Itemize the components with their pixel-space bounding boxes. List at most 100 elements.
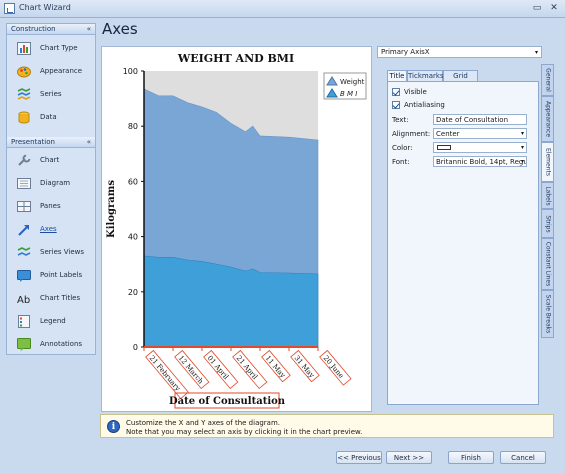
- y-tick-label: 60: [128, 177, 138, 186]
- cancel-button[interactable]: Cancel: [500, 451, 546, 464]
- x-axis-title-selection: [174, 392, 280, 409]
- side-tab-label: Elements: [544, 148, 551, 176]
- y-axis-title[interactable]: Kilograms: [106, 180, 117, 238]
- chart-type-icon: [17, 42, 31, 55]
- nav-series[interactable]: Series: [7, 83, 95, 106]
- chart-title[interactable]: WEIGHT AND BMI: [177, 52, 294, 65]
- annotations-icon: [17, 338, 31, 351]
- side-tab-general[interactable]: General: [541, 64, 554, 96]
- chart-wizard-icon: [4, 3, 15, 14]
- wizard-navigation: Construction « Chart Type Appearance Ser…: [6, 23, 96, 355]
- side-tab-labels[interactable]: Labels: [541, 182, 554, 209]
- collapse-icon[interactable]: «: [86, 138, 91, 146]
- collapse-icon[interactable]: «: [86, 25, 91, 33]
- x-tick-label: 31 May: [290, 349, 320, 383]
- nav-label: Axes: [40, 225, 57, 233]
- side-tab-label: Labels: [544, 185, 551, 206]
- x-tick-label: 20 June: [319, 349, 352, 386]
- side-tab-label: Scale Breaks: [544, 294, 551, 334]
- x-tick-label-frame: [319, 349, 352, 386]
- x-tick-label-text: 12 March: [177, 354, 205, 386]
- page-title: Axes: [102, 20, 138, 38]
- text-field-value: Date of Consultation: [436, 116, 509, 124]
- axis-selector[interactable]: Primary AxisX ▾: [377, 46, 542, 58]
- color-swatch: [437, 145, 451, 150]
- nav-diagram[interactable]: Diagram: [7, 172, 95, 195]
- x-axis-title[interactable]: Date of Consultation: [169, 396, 286, 407]
- nav-chart-titles[interactable]: Ab Chart Titles: [7, 287, 95, 310]
- presentation-group-label: Presentation: [11, 138, 55, 146]
- bmi-area[interactable]: [143, 255, 319, 348]
- nav-point-labels[interactable]: Point Labels: [7, 264, 95, 287]
- nav-annotations[interactable]: Annotations: [7, 333, 95, 356]
- title-properties: Visible Antialiasing Text: Date of Consu…: [387, 81, 539, 405]
- previous-button[interactable]: << Previous: [336, 451, 382, 464]
- x-tick-label: 11 May: [261, 349, 291, 383]
- color-select[interactable]: ▾: [433, 142, 527, 153]
- chevron-down-icon: ▾: [520, 144, 524, 151]
- x-tick-label-frame: [203, 349, 239, 390]
- side-tab-scale-breaks[interactable]: Scale Breaks: [541, 290, 554, 338]
- visible-checkbox[interactable]: [392, 88, 400, 96]
- nav-legend[interactable]: Legend: [7, 310, 95, 333]
- nav-label: Annotations: [40, 340, 83, 348]
- window-title: Chart Wizard: [19, 3, 71, 12]
- finish-button[interactable]: Finish: [448, 451, 494, 464]
- side-tab-strips[interactable]: Strips: [541, 209, 554, 238]
- alignment-label: Alignment:: [392, 130, 431, 138]
- nav-data[interactable]: Data: [7, 106, 95, 129]
- chevron-down-icon: ▾: [520, 158, 524, 165]
- font-label: Font:: [392, 158, 410, 166]
- text-label: Text:: [392, 116, 409, 124]
- alignment-value: Center: [436, 130, 460, 138]
- side-tab-appearance[interactable]: Appearance: [541, 96, 554, 142]
- axes-icon: [18, 225, 29, 236]
- nav-appearance[interactable]: Appearance: [7, 60, 95, 83]
- side-tab-label: Appearance: [544, 100, 551, 138]
- visible-label: Visible: [404, 88, 427, 96]
- construction-group-header[interactable]: Construction «: [7, 24, 95, 35]
- text-field[interactable]: Date of Consultation: [433, 114, 527, 125]
- nav-panes[interactable]: Panes: [7, 195, 95, 218]
- tab-title[interactable]: Title: [387, 70, 407, 82]
- series-views-icon: [17, 247, 31, 256]
- nav-label: Chart Titles: [40, 294, 81, 302]
- x-tick-label-frame: [232, 349, 268, 390]
- chart-legend[interactable]: Weight B M I: [323, 72, 367, 100]
- antialiasing-checkbox[interactable]: [392, 101, 400, 109]
- tab-tickmarks[interactable]: Tickmarks: [407, 70, 444, 82]
- series-icon: [17, 88, 31, 100]
- window-titlebar: Chart Wizard ▭ ✕: [0, 0, 565, 18]
- axis-selector-value: Primary AxisX: [381, 48, 430, 56]
- font-select[interactable]: Britannic Bold, 14pt, Regular ▾: [433, 156, 527, 167]
- y-tick-label: 80: [128, 122, 138, 131]
- side-tab-label: Strips: [544, 214, 551, 233]
- point-labels-icon: [17, 270, 31, 282]
- appearance-icon: [17, 66, 31, 78]
- chevron-down-icon: ▾: [520, 130, 524, 137]
- legend-icon: [18, 315, 30, 328]
- presentation-group-header[interactable]: Presentation «: [7, 137, 95, 148]
- antialiasing-label: Antialiasing: [404, 101, 445, 109]
- x-tick-label: 01 April: [203, 349, 239, 390]
- panes-icon: [17, 201, 31, 212]
- next-button[interactable]: Next >>: [386, 451, 432, 464]
- legend-weight-label: Weight: [340, 78, 365, 86]
- side-tab-constant-lines[interactable]: Constant Lines: [541, 238, 554, 290]
- font-value: Britannic Bold, 14pt, Regular: [436, 158, 527, 166]
- y-tick-label: 100: [123, 67, 138, 76]
- nav-label: Chart Type: [40, 44, 78, 52]
- nav-chart-type[interactable]: Chart Type: [7, 37, 95, 60]
- chart-preview[interactable]: WEIGHT AND BMI 0 20 40 60 80 100 21 February 1…: [101, 46, 372, 412]
- close-button[interactable]: ✕: [550, 3, 558, 13]
- side-tab-elements[interactable]: Elements: [541, 142, 554, 182]
- x-tick-label-frame: [174, 349, 210, 390]
- alignment-select[interactable]: Center ▾: [433, 128, 527, 139]
- nav-label: Panes: [40, 202, 61, 210]
- svg-text:Ab: Ab: [17, 295, 30, 305]
- nav-chart[interactable]: Chart: [7, 149, 95, 172]
- nav-axes[interactable]: Axes: [7, 218, 95, 241]
- minimize-button[interactable]: ▭: [532, 3, 542, 13]
- nav-series-views[interactable]: Series Views: [7, 241, 95, 264]
